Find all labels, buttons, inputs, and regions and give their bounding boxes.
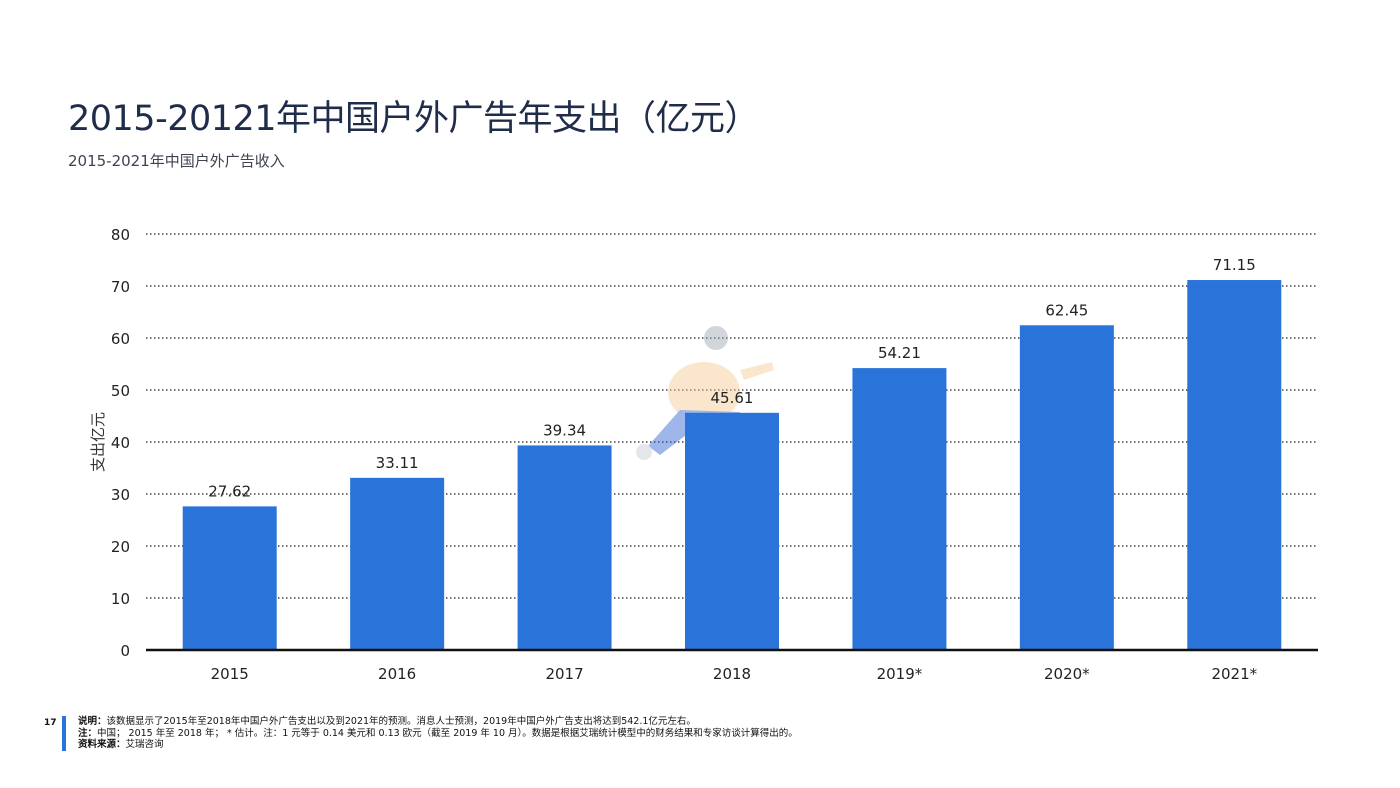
y-tick-label: 50 — [111, 382, 130, 400]
y-tick-label: 80 — [111, 226, 130, 244]
y-tick-label: 0 — [120, 642, 130, 660]
x-tick-label: 2015 — [211, 665, 249, 683]
bar — [182, 506, 277, 650]
data-label: 33.11 — [376, 454, 419, 472]
x-tick-label: 2017 — [545, 665, 583, 683]
source-label: 资料来源： — [78, 739, 126, 750]
y-axis-title: 支出亿元 — [89, 412, 107, 472]
data-label: 71.15 — [1213, 256, 1256, 274]
x-axis-ticks: 2015 2016 2017 2018 2019* 2020* 2021* — [211, 665, 1258, 683]
x-tick-label: 2020* — [1044, 665, 1090, 683]
y-tick-label: 30 — [111, 486, 130, 504]
x-tick-label: 2021* — [1211, 665, 1257, 683]
note-text: 中国； 2015 年至 2018 年； * 估计。注：1 元等于 0.14 美元… — [97, 727, 798, 739]
y-axis-ticks: 0 10 20 30 40 50 60 70 80 — [111, 226, 130, 660]
bar-chart: 0 10 20 30 40 50 60 70 80 27.62 33.11 39.34 45.61 54… — [89, 226, 1318, 683]
gridlines — [146, 233, 1318, 599]
bars — [182, 280, 1282, 650]
page-number: 17 — [44, 718, 57, 728]
source-line: 资料来源：艾瑞咨询 — [78, 739, 798, 751]
x-tick-label: 2019* — [877, 665, 923, 683]
note-line: 注：中国； 2015 年至 2018 年； * 估计。注：1 元等于 0.14 … — [78, 728, 798, 740]
explanation-line: 说明：该数据显示了2015年至2018年中国户外广告支出以及到2021年的预测。… — [78, 716, 798, 728]
data-labels: 27.62 33.11 39.34 45.61 54.21 62.45 71.15 — [208, 256, 1256, 500]
bar — [852, 368, 947, 650]
x-tick-label: 2018 — [713, 665, 751, 683]
bar — [517, 445, 612, 650]
data-label: 27.62 — [208, 482, 251, 500]
bar — [1187, 280, 1282, 650]
data-label: 45.61 — [711, 389, 754, 407]
x-tick-label: 2016 — [378, 665, 416, 683]
bar — [350, 477, 445, 650]
bar — [1019, 325, 1114, 650]
explanation-label: 说明： — [78, 716, 107, 727]
page-title: 2015-20121年中国户外广告年支出（亿元） — [68, 99, 760, 139]
page-subtitle: 2015-2021年中国户外广告收入 — [68, 152, 285, 170]
y-tick-label: 40 — [111, 434, 130, 452]
y-tick-label: 20 — [111, 538, 130, 556]
y-tick-label: 10 — [111, 590, 130, 608]
data-label: 39.34 — [543, 421, 586, 439]
explanation-text: 该数据显示了2015年至2018年中国户外广告支出以及到2021年的预测。消息人… — [106, 716, 696, 727]
y-tick-label: 70 — [111, 278, 130, 296]
y-tick-label: 60 — [111, 330, 130, 348]
data-label: 54.21 — [878, 344, 921, 362]
source-text: 艾瑞咨询 — [125, 739, 164, 750]
bar — [685, 412, 779, 650]
note-label: 注： — [78, 727, 98, 739]
data-label: 62.45 — [1045, 301, 1088, 319]
footnotes: 说明：该数据显示了2015年至2018年中国户外广告支出以及到2021年的预测。… — [62, 716, 798, 751]
